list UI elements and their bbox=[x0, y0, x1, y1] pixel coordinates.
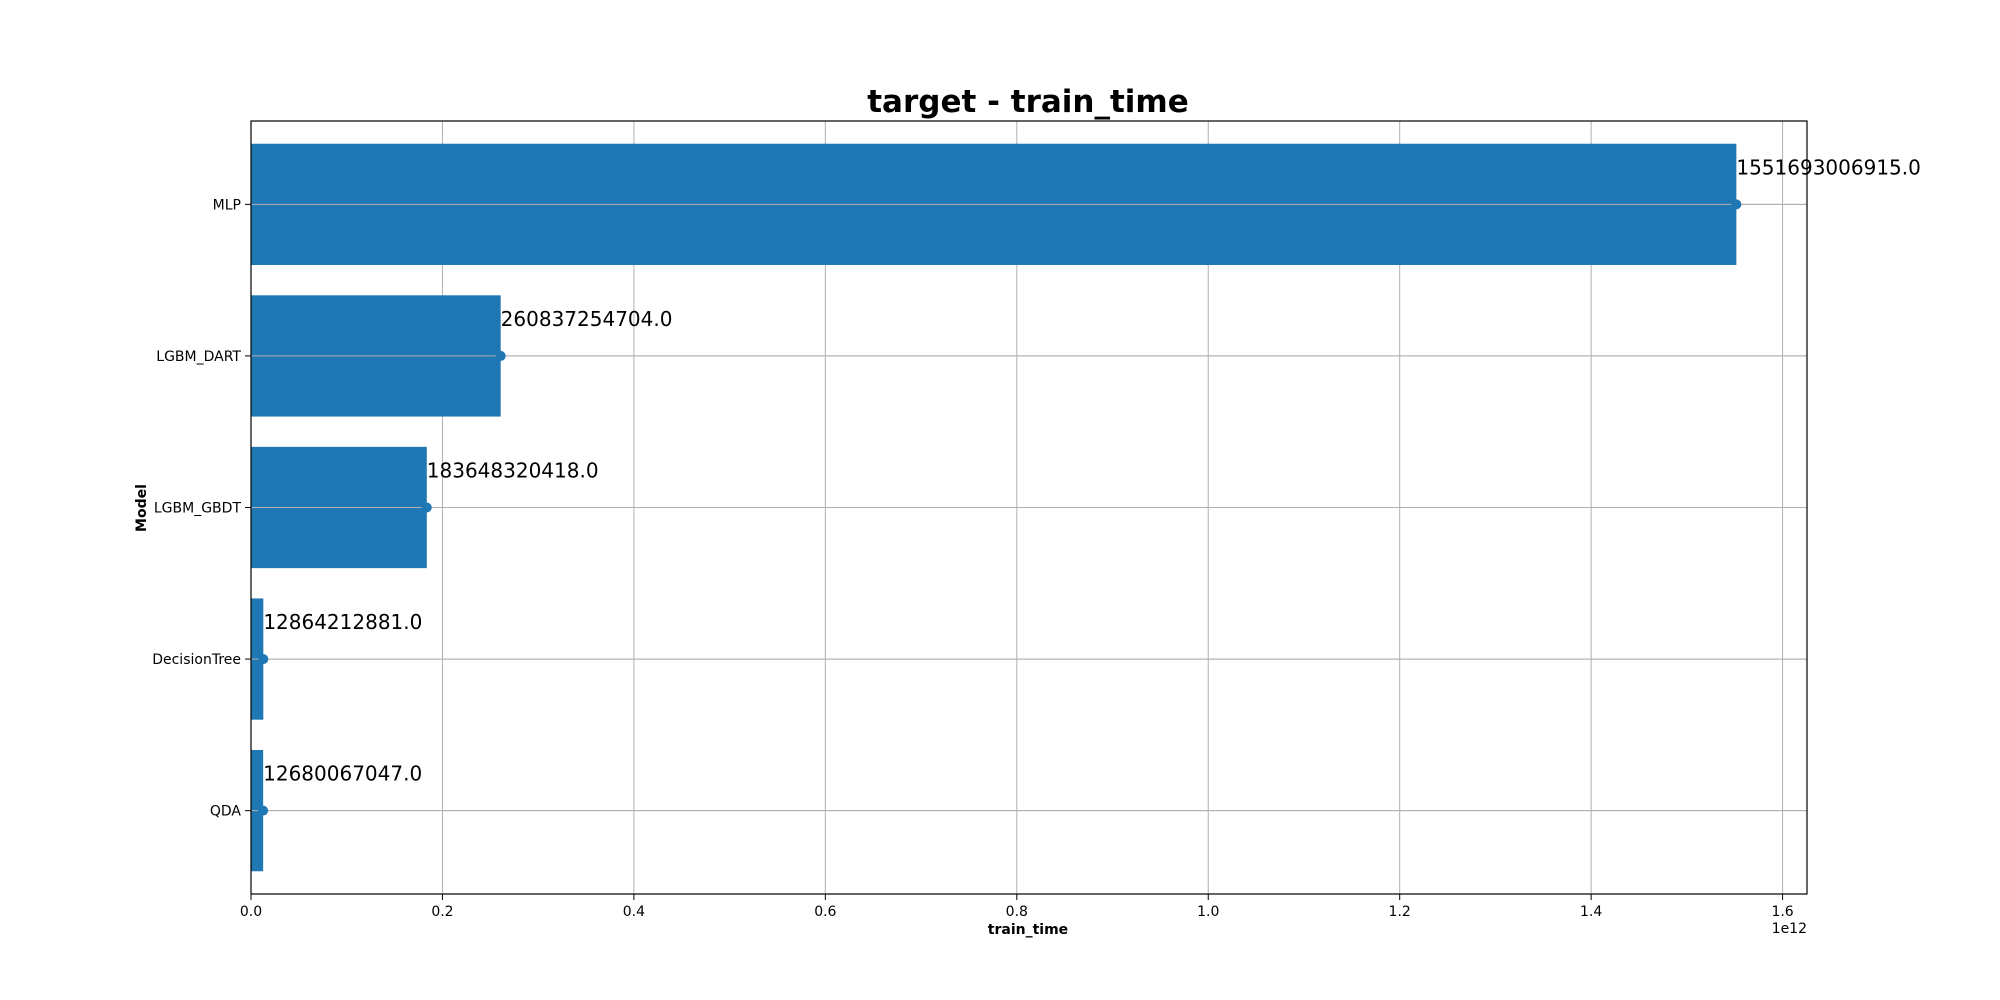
data-label: 1551693006915.0 bbox=[1736, 155, 1921, 179]
x-tick-label: 1.4 bbox=[1580, 904, 1602, 920]
data-label: 12864212881.0 bbox=[263, 610, 422, 634]
y-tick-label: LGBM_GBDT bbox=[154, 501, 242, 517]
x-axis-ticks: 0.0 0.2 0.4 0.6 0.8 1.0 1.2 1.4 1.6 bbox=[240, 894, 1794, 920]
y-tick-label: MLP bbox=[213, 197, 241, 213]
value-marker bbox=[1731, 199, 1742, 210]
y-axis-label: Model bbox=[134, 484, 150, 532]
chart-title: target - train_time bbox=[867, 84, 1189, 120]
data-labels: 1551693006915.0 260837254704.0 18364832041… bbox=[263, 155, 1921, 785]
value-marker bbox=[495, 350, 506, 361]
x-tick-label: 0.8 bbox=[1006, 904, 1028, 920]
x-tick-label: 0.4 bbox=[623, 904, 645, 920]
x-axis-label: train_time bbox=[988, 922, 1068, 938]
bars bbox=[251, 143, 1807, 872]
x-tick-label: 0.6 bbox=[814, 904, 836, 920]
value-marker bbox=[421, 502, 432, 513]
data-label: 12680067047.0 bbox=[263, 762, 422, 786]
x-tick-label: 0.0 bbox=[240, 904, 262, 920]
y-tick-label: DecisionTree bbox=[152, 652, 241, 668]
value-marker bbox=[258, 654, 269, 665]
y-tick-label: LGBM_DART bbox=[156, 349, 241, 365]
x-tick-label: 1.2 bbox=[1389, 904, 1411, 920]
value-marker bbox=[258, 805, 269, 816]
y-axis-ticks: MLP LGBM_DART LGBM_GBDT DecisionTree QDA bbox=[152, 197, 251, 820]
data-label: 183648320418.0 bbox=[427, 459, 599, 483]
y-tick-label: QDA bbox=[210, 804, 242, 820]
x-tick-label: 1.6 bbox=[1771, 904, 1793, 920]
x-axis-offset-label: 1e12 bbox=[1772, 921, 1807, 937]
plot-frame bbox=[250, 120, 1808, 895]
data-label: 260837254704.0 bbox=[501, 307, 673, 331]
x-tick-label: 0.2 bbox=[431, 904, 453, 920]
x-tick-label: 1.0 bbox=[1197, 904, 1219, 920]
